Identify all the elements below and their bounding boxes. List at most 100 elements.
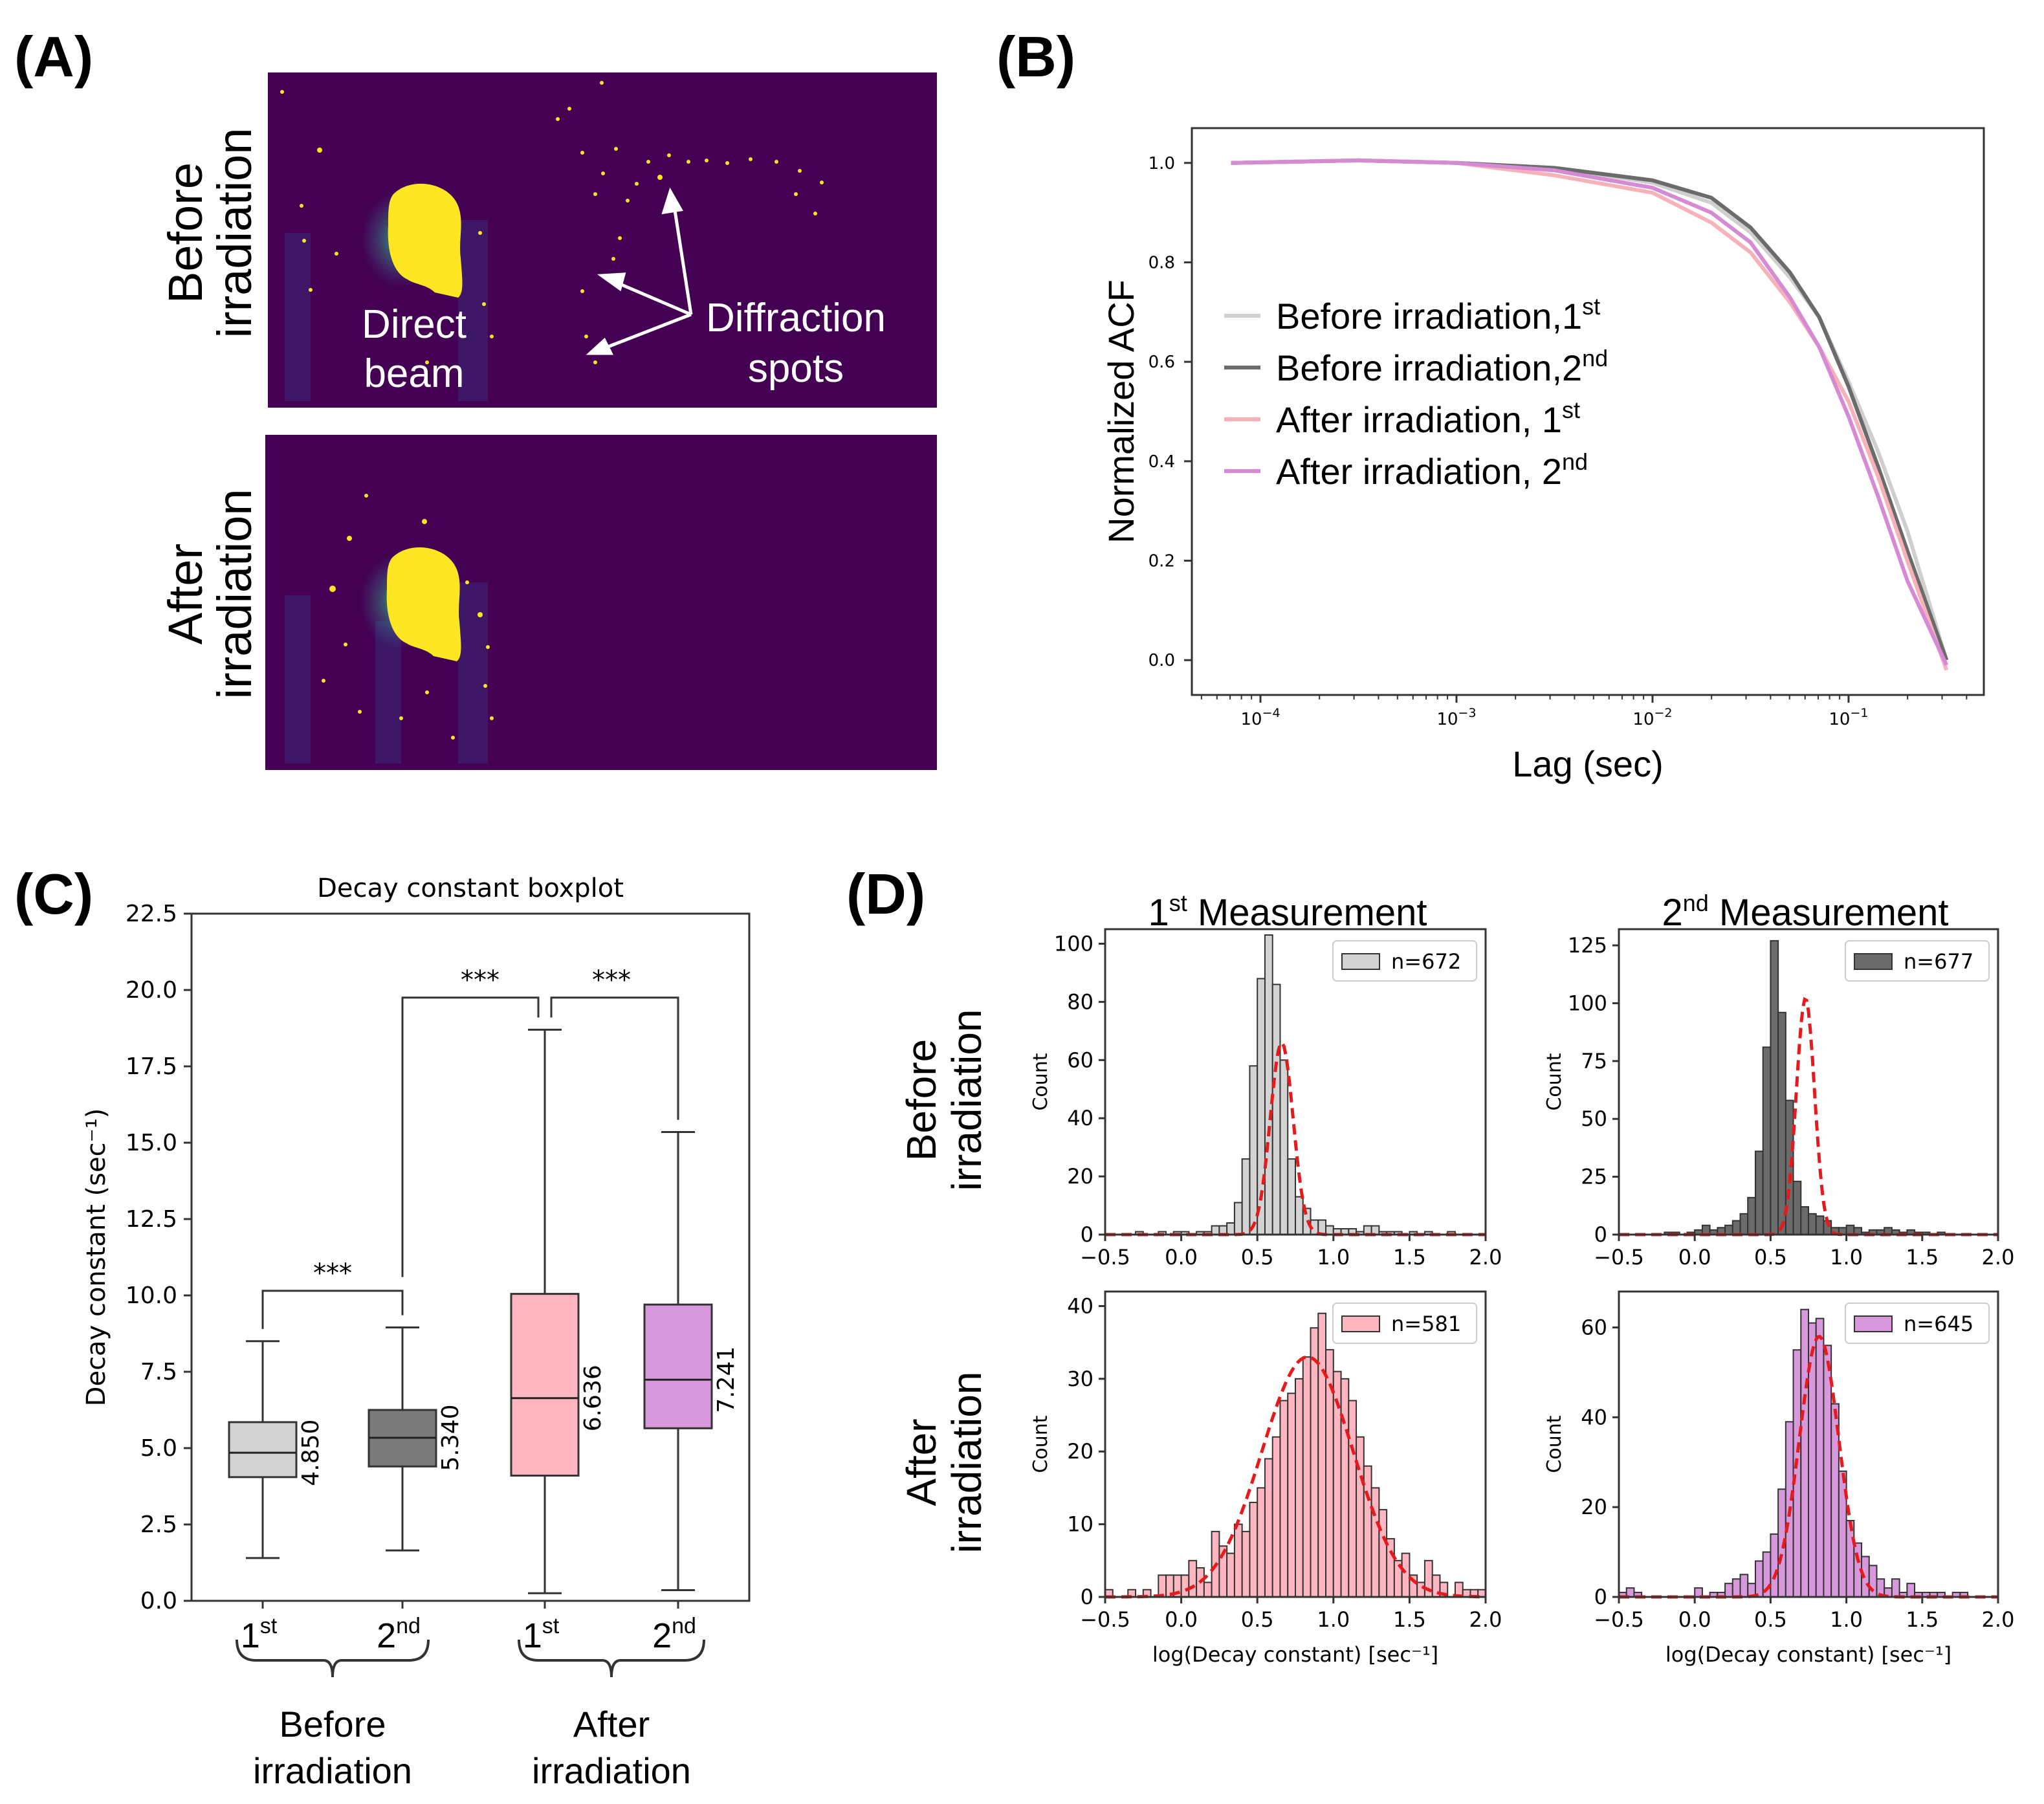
x-axis-label: log(Decay constant) [sec⁻¹] bbox=[1665, 1642, 1951, 1667]
histogram-1: 0 20 40 60 80 100 −0.5 0.0 0.5 1.0 1.5 2.0 Count n=67… bbox=[1029, 928, 1502, 1270]
box-body bbox=[643, 1303, 713, 1429]
histogram-bar bbox=[1302, 1356, 1312, 1598]
significance-bracket-3: *** bbox=[550, 965, 679, 1120]
y-tick-label: 20 bbox=[1067, 1439, 1093, 1464]
panel-a-label: (A) bbox=[14, 25, 93, 89]
histogram-bar bbox=[1226, 1222, 1235, 1235]
x-tick-label: −0.5 bbox=[1080, 1245, 1130, 1270]
box-2: 5.340 bbox=[368, 1326, 464, 1552]
x-tick-label: 1.5 bbox=[1906, 1607, 1939, 1632]
histogram-bar bbox=[1287, 1392, 1296, 1598]
legend-box bbox=[1845, 940, 1990, 982]
y-axis-label: Count bbox=[1029, 1053, 1052, 1110]
histogram-bar bbox=[1770, 940, 1779, 1235]
median-value-label: 7.241 bbox=[713, 1347, 740, 1413]
legend-swatch bbox=[1854, 953, 1893, 970]
histogram-bar bbox=[1815, 1317, 1825, 1598]
x-tick-label: 0.0 bbox=[1678, 1607, 1711, 1632]
svg-text:irradiation: irradiation bbox=[943, 1009, 990, 1191]
decay-boxplot: Decay constant boxplot 0.0 2.5 5.0 7.5 10.0 12… bbox=[82, 874, 751, 1791]
svg-text:Before: Before bbox=[898, 1039, 945, 1161]
histogram-bar bbox=[1747, 1196, 1756, 1235]
svg-text:Before: Before bbox=[159, 162, 212, 303]
significance-stars: *** bbox=[592, 965, 631, 995]
y-tick-label: 20 bbox=[1581, 1495, 1607, 1519]
x-tick-label: 1.0 bbox=[1317, 1607, 1350, 1632]
acf-line-chart: 0.0 0.2 0.4 0.6 0.8 1.0 10−4 10−3 10−2 10−1 Lag (s… bbox=[1101, 127, 1985, 784]
histogram-bar bbox=[1264, 934, 1273, 1235]
direct-beam bbox=[388, 183, 463, 298]
spots-annotation: Diffraction spots bbox=[586, 187, 886, 391]
annotation-arrows bbox=[586, 187, 693, 355]
y-tick-label: 0 bbox=[1594, 1585, 1607, 1609]
histogram-bar bbox=[1754, 1560, 1764, 1598]
histogram-bar bbox=[1906, 1583, 1916, 1598]
x-tick-label: 1st bbox=[523, 1614, 560, 1655]
y-tick-label: 0.0 bbox=[1148, 651, 1175, 670]
x-tick-label: 0.5 bbox=[1241, 1245, 1274, 1270]
x-tick-label: 1.5 bbox=[1393, 1245, 1426, 1270]
legend-box bbox=[1845, 1303, 1990, 1344]
group-label-line-2: irradiation bbox=[532, 1750, 691, 1791]
histogram-bar bbox=[1401, 1552, 1411, 1598]
histogram-bar bbox=[1739, 1213, 1749, 1236]
y-tick-label: 2.5 bbox=[140, 1512, 177, 1538]
x-tick-label: 0.5 bbox=[1241, 1607, 1274, 1632]
histogram-bar bbox=[1800, 1206, 1810, 1236]
panel-a: (A) Before irradiation After irradiation bbox=[14, 25, 937, 770]
y-tick-label: 40 bbox=[1067, 1106, 1093, 1130]
group-label-line-1: Before bbox=[280, 1704, 386, 1744]
histogram-bar bbox=[1800, 1308, 1810, 1598]
svg-text:Diffraction: Diffraction bbox=[706, 296, 886, 340]
legend-label: n=645 bbox=[1904, 1312, 1973, 1336]
significance-bracket-2: *** bbox=[401, 965, 540, 1277]
y-axis-label: Count bbox=[1543, 1053, 1566, 1110]
histogram-bar bbox=[1317, 1312, 1327, 1598]
x-tick-label: 0.0 bbox=[1165, 1607, 1198, 1632]
histogram-bar bbox=[1386, 1538, 1395, 1598]
histogram-bar bbox=[1233, 1202, 1243, 1235]
svg-text:After: After bbox=[898, 1418, 945, 1506]
chart-title: Decay constant boxplot bbox=[317, 874, 624, 903]
diffraction-image-before: Direct beam Diffraction spots bbox=[268, 72, 937, 408]
y-axis-label: Normalized ACF bbox=[1101, 280, 1141, 544]
histogram-bar bbox=[1762, 1046, 1772, 1235]
gaussian-fit-line bbox=[1105, 1355, 1486, 1599]
row-label-before: Before irradiation bbox=[159, 128, 261, 338]
column-title-2: 2nd Measurement bbox=[1662, 890, 1948, 934]
legend-swatch bbox=[1341, 953, 1380, 970]
y-tick-label: 20 bbox=[1067, 1164, 1093, 1189]
svg-text:irradiation: irradiation bbox=[208, 128, 261, 338]
plot-frame bbox=[1191, 127, 1985, 696]
y-tick-label: 0 bbox=[1081, 1222, 1093, 1247]
y-tick-label: 50 bbox=[1581, 1106, 1607, 1131]
plot-frame bbox=[1618, 1290, 1999, 1598]
y-tick-label: 10 bbox=[1067, 1512, 1093, 1537]
median-value-label: 6.636 bbox=[580, 1365, 606, 1431]
x-tick-label: 10−1 bbox=[1829, 706, 1868, 729]
panel-d: (D) 1st Measurement 2nd Measurement Befo… bbox=[846, 862, 2014, 1667]
x-tick-label: 2nd bbox=[652, 1614, 696, 1655]
y-tick-label: 60 bbox=[1067, 1048, 1093, 1072]
panel-d-label: (D) bbox=[846, 862, 925, 926]
histogram-bar bbox=[1868, 1565, 1878, 1598]
histogram-bar bbox=[1378, 1509, 1388, 1598]
histogram-bar bbox=[1348, 1400, 1357, 1598]
histogram-bar bbox=[1249, 1501, 1258, 1598]
histogram-bar bbox=[1241, 1530, 1251, 1598]
histogram-bar bbox=[1264, 1458, 1273, 1598]
histogram-bar bbox=[1226, 1552, 1235, 1598]
panel-b: (B) 0.0 0.2 0.4 0.6 0.8 1.0 10−4 10−3 10−2 10−1 La… bbox=[996, 25, 1985, 784]
panel-c-label: (C) bbox=[14, 862, 93, 926]
y-tick-label: 7.5 bbox=[140, 1359, 177, 1385]
legend-swatch bbox=[1341, 1315, 1380, 1332]
x-axis-label: log(Decay constant) [sec⁻¹] bbox=[1152, 1642, 1438, 1667]
x-tick-label: 2.0 bbox=[1469, 1607, 1502, 1632]
row-label-after: After irradiation bbox=[898, 1371, 990, 1553]
y-tick-label: 0.6 bbox=[1148, 353, 1175, 372]
x-tick-label: 0.0 bbox=[1678, 1245, 1711, 1270]
y-tick-label: 100 bbox=[1054, 931, 1093, 956]
diffraction-image-after bbox=[265, 435, 937, 770]
svg-text:spots: spots bbox=[748, 346, 844, 391]
